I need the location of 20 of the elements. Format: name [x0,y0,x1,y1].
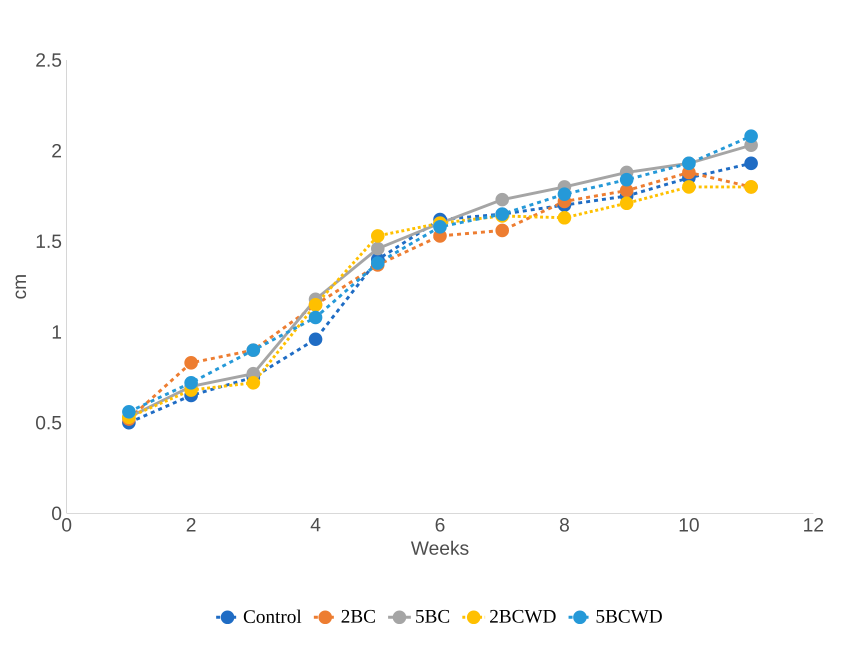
x-tick-label: 8 [560,518,569,532]
y-tick-label: 2.5 [36,53,62,67]
x-tick-label: 2 [186,518,196,532]
legend-label: 2BCWD [490,610,556,623]
y-tick-label: 2 [52,144,61,158]
x-axis-title: Weeks [410,540,468,555]
x-tick-label: 4 [310,518,320,532]
y-tick-label: 1 [52,325,62,338]
x-tick-label: 12 [804,518,824,532]
x-tick-label: 6 [436,518,444,532]
legend-label: 2BC [342,610,375,623]
y-tick-label: 0.5 [36,416,62,430]
y-tick-label: 0 [52,506,62,520]
legend-label: Control [244,609,302,623]
legend-label: 5BC [416,610,450,623]
x-tick-label: 10 [680,518,699,532]
y-tick-label: 1.5 [36,234,62,248]
legend-label: 5BCWD [596,610,662,623]
x-tick-label: 0 [62,518,72,532]
y-axis-title: cm [16,274,26,298]
